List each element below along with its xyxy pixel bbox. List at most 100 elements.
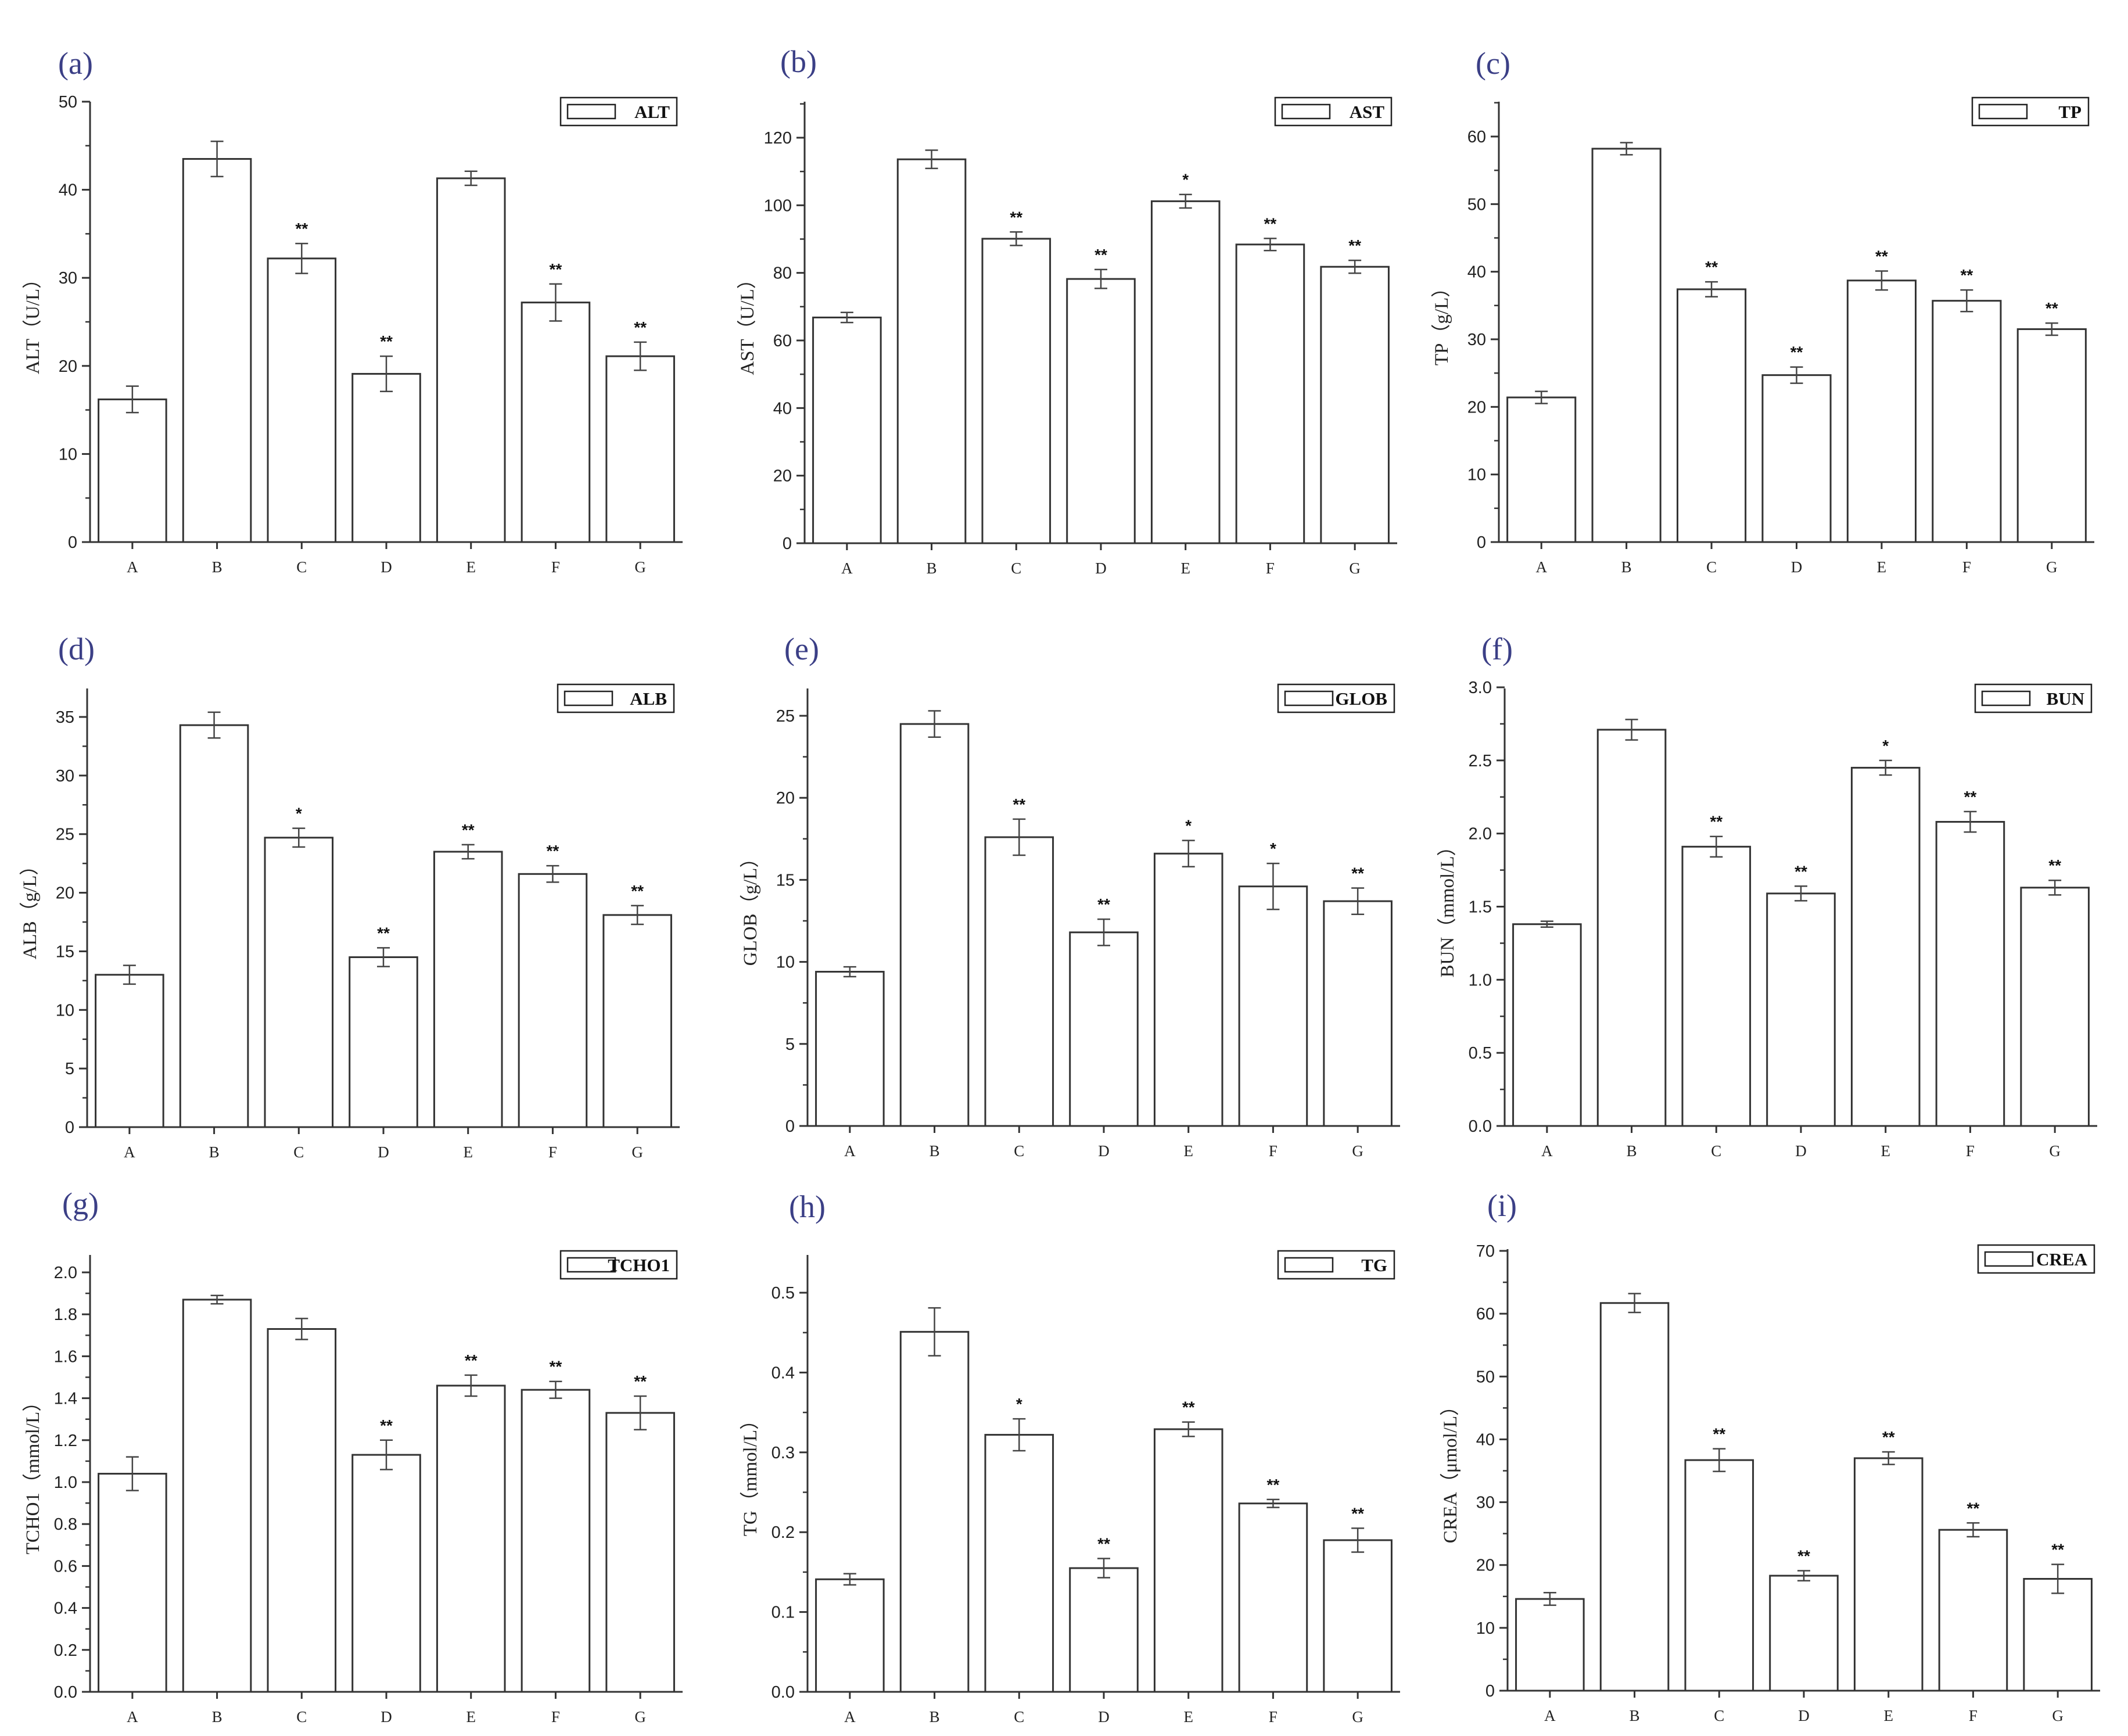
legend-box xyxy=(1971,96,2090,127)
bar-C xyxy=(1677,288,1747,543)
bar-E xyxy=(1153,852,1223,1127)
y-tick-label: 1.5 xyxy=(1469,898,1492,917)
significance-label: * xyxy=(296,805,302,823)
x-tick-label: C xyxy=(293,1143,304,1161)
y-tick-label: 30 xyxy=(56,767,74,785)
bar-D xyxy=(349,956,418,1128)
x-tick-label: B xyxy=(930,1708,940,1726)
significance-label: ** xyxy=(1351,865,1364,883)
y-tick-label: 10 xyxy=(776,953,795,972)
bar-F xyxy=(1935,821,2005,1127)
bar-C xyxy=(264,837,334,1128)
y-tick-label: 0.8 xyxy=(54,1515,77,1534)
y-tick-label: 0.5 xyxy=(771,1284,795,1303)
x-tick-label: C xyxy=(1711,1142,1721,1160)
y-tick-label: 15 xyxy=(56,942,74,961)
x-tick-label: A xyxy=(841,559,853,577)
x-tick-label: F xyxy=(1269,1708,1277,1726)
bar-A xyxy=(815,1578,885,1693)
bar-F xyxy=(1938,1529,2008,1692)
y-axis-title: ALT（U/L） xyxy=(23,270,44,374)
y-tick-label: 50 xyxy=(59,93,77,112)
x-tick-label: G xyxy=(2049,1142,2061,1160)
y-tick-label: 2.0 xyxy=(54,1264,77,1282)
significance-label: ** xyxy=(1097,1535,1110,1553)
significance-label: ** xyxy=(1875,248,1888,266)
y-tick-label: 25 xyxy=(776,707,795,726)
significance-label: ** xyxy=(2046,299,2058,317)
significance-label: * xyxy=(1882,737,1889,755)
chart-bun: 0.0 0.5 1.0 1.5 2.0 2.5 3.0 BUN（mmol/L） A B ** C ** D… xyxy=(1437,679,2097,1160)
x-tick-label: A xyxy=(844,1142,856,1160)
bar-B xyxy=(182,158,252,543)
y-tick-label: 0 xyxy=(1477,533,1486,552)
significance-label: * xyxy=(1270,840,1276,858)
y-tick-label: 50 xyxy=(1476,1368,1495,1386)
bar-F xyxy=(518,873,588,1128)
x-tick-label: E xyxy=(1183,1142,1193,1160)
x-tick-label: G xyxy=(634,1708,646,1726)
y-tick-label: 30 xyxy=(59,269,77,288)
x-tick-label: A xyxy=(1541,1142,1553,1160)
significance-label: ** xyxy=(1097,895,1110,913)
bar-C xyxy=(984,836,1054,1127)
bar-B xyxy=(899,723,970,1127)
y-tick-label: 20 xyxy=(1476,1556,1495,1575)
bar-F xyxy=(1238,885,1308,1127)
y-tick-label: 0 xyxy=(783,535,792,553)
x-tick-label: C xyxy=(1014,1708,1024,1726)
legend-label: GLOB xyxy=(1335,688,1387,709)
y-tick-label: 0.4 xyxy=(771,1364,795,1382)
x-tick-label: G xyxy=(1349,559,1361,577)
significance-label: ** xyxy=(1964,788,1977,806)
x-tick-label: B xyxy=(212,558,223,576)
x-tick-label: C xyxy=(1706,558,1717,576)
significance-label: ** xyxy=(1705,258,1718,276)
panel-g: (g) xyxy=(62,1186,99,1221)
x-tick-label: E xyxy=(463,1143,473,1161)
y-tick-label: 25 xyxy=(56,826,74,844)
bar-D xyxy=(351,372,421,543)
bar-A xyxy=(812,316,882,544)
x-tick-label: A xyxy=(124,1143,135,1161)
panel-label: (b) xyxy=(780,44,817,79)
significance-label: ** xyxy=(547,842,559,860)
y-tick-label: 20 xyxy=(59,357,77,376)
y-tick-label: 10 xyxy=(56,1001,74,1020)
x-tick-label: B xyxy=(212,1708,223,1726)
y-axis-title: GLOB（g/L） xyxy=(740,849,761,966)
legend-label: TCHO1 xyxy=(608,1255,670,1275)
y-tick-label: 70 xyxy=(1476,1242,1495,1261)
bar-D xyxy=(351,1454,421,1693)
legend-swatch xyxy=(1284,1257,1334,1273)
bar-B xyxy=(1591,148,1662,543)
y-tick-label: 80 xyxy=(773,264,792,283)
legend-label: TP xyxy=(2058,102,2082,122)
y-tick-label: 10 xyxy=(1467,466,1486,485)
chart-crea: 0 10 20 30 40 50 60 70 CREA（μmol/L） A B ** C ** D ** E **… xyxy=(1440,1242,2100,1724)
y-tick-label: 3.0 xyxy=(1469,679,1492,697)
x-tick-label: C xyxy=(1714,1707,1724,1724)
y-tick-label: 5 xyxy=(65,1060,74,1078)
significance-label: ** xyxy=(1010,208,1022,226)
bar-E xyxy=(436,177,506,543)
significance-label: ** xyxy=(1967,1499,1980,1517)
x-tick-label: B xyxy=(1630,1707,1640,1724)
x-tick-label: B xyxy=(1621,558,1632,576)
bar-E xyxy=(433,851,503,1128)
y-tick-label: 0.0 xyxy=(54,1683,77,1702)
bar-D xyxy=(1766,892,1836,1127)
chart-glob: 0 5 10 15 20 25 GLOB（g/L） A B ** C ** D * E * F ** G GLOB xyxy=(740,683,1400,1160)
y-tick-label: 60 xyxy=(773,332,792,350)
bar-E xyxy=(1153,1428,1223,1693)
y-tick-label: 1.4 xyxy=(54,1390,77,1408)
bar-G xyxy=(2016,328,2087,543)
legend-swatch xyxy=(1281,103,1331,120)
y-axis-title: CREA（μmol/L） xyxy=(1440,1397,1461,1543)
bar-A xyxy=(1515,1598,1585,1692)
y-axis-title: ALB（g/L） xyxy=(20,856,41,960)
y-axis-title: BUN（mmol/L） xyxy=(1437,837,1458,977)
y-axis-title: TG（mmol/L） xyxy=(740,1411,761,1536)
y-tick-label: 0 xyxy=(68,533,77,552)
y-tick-label: 20 xyxy=(773,467,792,486)
